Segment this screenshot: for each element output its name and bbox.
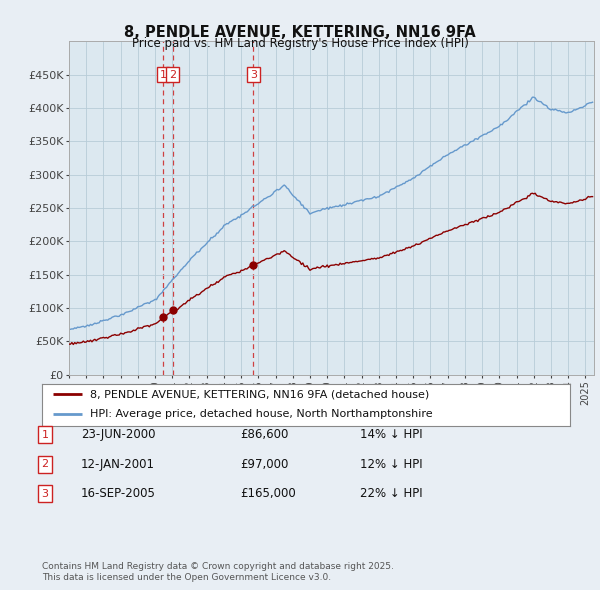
Text: 1: 1 [41,430,49,440]
Text: HPI: Average price, detached house, North Northamptonshire: HPI: Average price, detached house, Nort… [89,409,432,419]
Text: 12% ↓ HPI: 12% ↓ HPI [360,458,422,471]
Text: 16-SEP-2005: 16-SEP-2005 [81,487,156,500]
Text: 2: 2 [41,460,49,469]
Text: 12-JAN-2001: 12-JAN-2001 [81,458,155,471]
Text: Contains HM Land Registry data © Crown copyright and database right 2025.
This d: Contains HM Land Registry data © Crown c… [42,562,394,582]
Text: 8, PENDLE AVENUE, KETTERING, NN16 9FA: 8, PENDLE AVENUE, KETTERING, NN16 9FA [124,25,476,40]
Text: £97,000: £97,000 [240,458,289,471]
Text: 23-JUN-2000: 23-JUN-2000 [81,428,155,441]
Text: 22% ↓ HPI: 22% ↓ HPI [360,487,422,500]
Text: £86,600: £86,600 [240,428,289,441]
Text: 3: 3 [250,70,257,80]
Text: 14% ↓ HPI: 14% ↓ HPI [360,428,422,441]
Text: 8, PENDLE AVENUE, KETTERING, NN16 9FA (detached house): 8, PENDLE AVENUE, KETTERING, NN16 9FA (d… [89,389,429,399]
Text: 3: 3 [41,489,49,499]
Text: 2: 2 [169,70,176,80]
Text: £165,000: £165,000 [240,487,296,500]
Text: Price paid vs. HM Land Registry's House Price Index (HPI): Price paid vs. HM Land Registry's House … [131,37,469,50]
Text: 1: 1 [160,70,167,80]
